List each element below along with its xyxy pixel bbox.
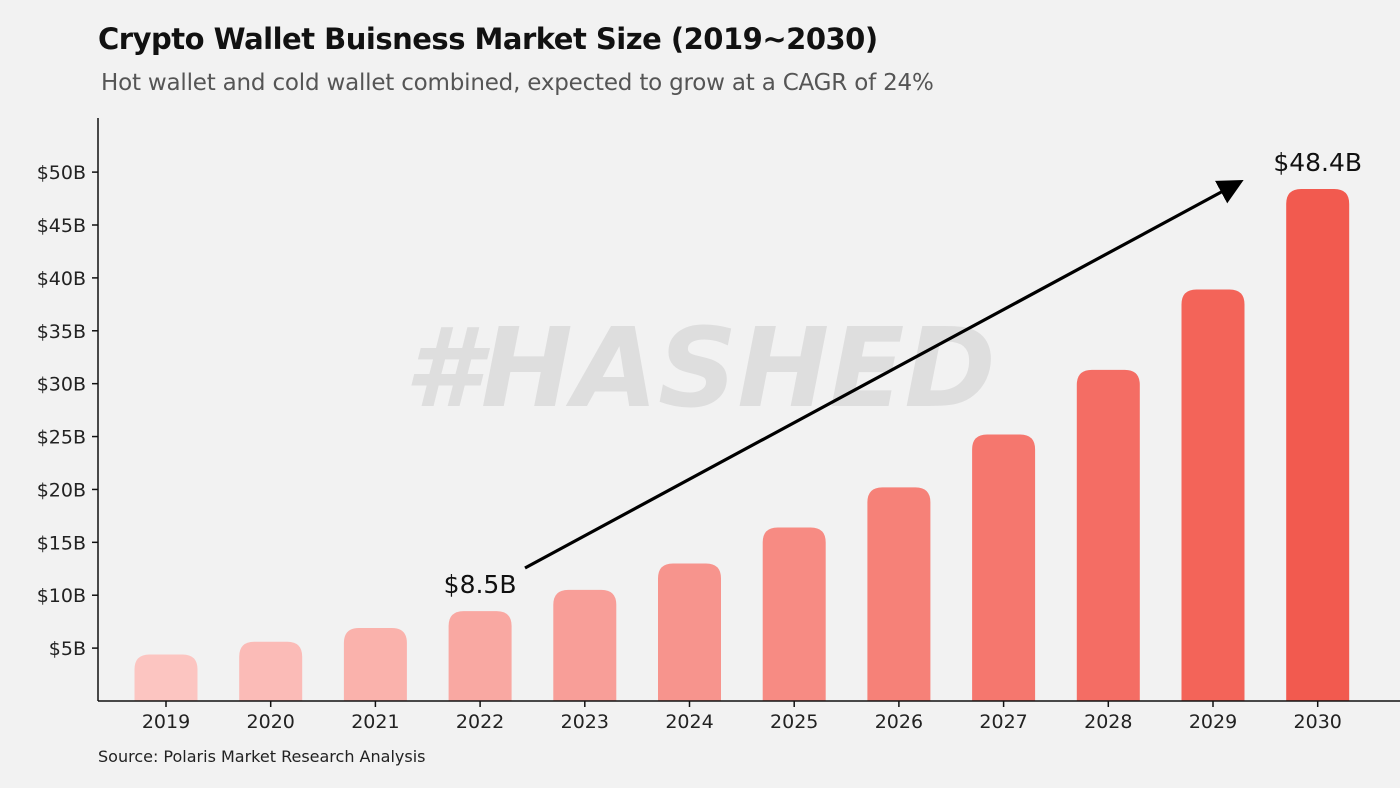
- y-tick-label: $30B: [37, 374, 86, 396]
- bar-2025: [762, 527, 826, 701]
- x-tick-label: 2025: [770, 711, 818, 733]
- bar-2030: [1286, 189, 1350, 701]
- bar-2029: [1181, 289, 1245, 701]
- bar-2028: [1076, 369, 1140, 701]
- y-tick-label: $35B: [37, 321, 86, 343]
- bar-2021: [343, 628, 407, 701]
- x-tick-label: 2027: [979, 711, 1027, 733]
- x-tick-label: 2026: [875, 711, 923, 733]
- chart-title: Crypto Wallet Buisness Market Size (2019…: [98, 22, 878, 56]
- bar-2022: [448, 611, 512, 701]
- x-tick-label: 2028: [1084, 711, 1132, 733]
- y-tick-label: $5B: [49, 638, 86, 660]
- y-tick-label: $25B: [37, 427, 86, 449]
- chart-subtitle: Hot wallet and cold wallet combined, exp…: [101, 70, 934, 96]
- x-tick-label: 2022: [456, 711, 504, 733]
- x-tick-label: 2023: [561, 711, 609, 733]
- x-tick-label: 2020: [247, 711, 295, 733]
- x-tick-label: 2030: [1294, 711, 1342, 733]
- source-note: Source: Polaris Market Research Analysis: [98, 747, 426, 766]
- hashed-watermark-logo: #HASHED: [404, 304, 995, 432]
- y-tick-label: $45B: [37, 215, 86, 237]
- data-label-2030: $48.4B: [1273, 148, 1362, 177]
- x-tick-label: 2021: [351, 711, 399, 733]
- y-tick-label: $50B: [37, 162, 86, 184]
- bar-2019: [134, 654, 198, 701]
- x-tick-label: 2024: [665, 711, 713, 733]
- bar-2023: [553, 589, 617, 701]
- y-tick-label: $40B: [37, 268, 86, 290]
- data-label-2022: $8.5B: [444, 570, 517, 599]
- x-tick-label: 2019: [142, 711, 190, 733]
- bar-2027: [972, 434, 1036, 701]
- x-tick-label: 2029: [1189, 711, 1237, 733]
- bar-2026: [867, 487, 931, 701]
- growth-arrow: [524, 179, 1244, 570]
- y-tick-label: $20B: [37, 479, 86, 501]
- y-tick-label: $10B: [37, 585, 86, 607]
- y-tick-label: $15B: [37, 532, 86, 554]
- bar-2020: [239, 641, 303, 701]
- bar-2024: [658, 563, 721, 701]
